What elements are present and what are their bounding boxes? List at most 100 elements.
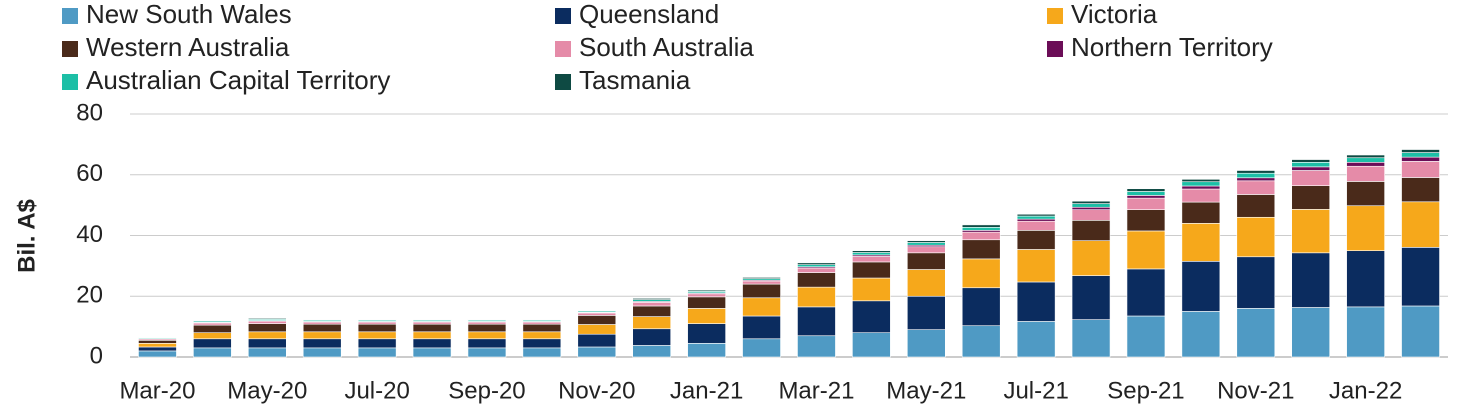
bar-segment	[1236, 170, 1276, 174]
bar-segment	[138, 336, 177, 339]
bar-segment	[138, 346, 177, 352]
bar-segment	[906, 240, 946, 243]
legend-label: Northern Territory	[1071, 32, 1273, 62]
bar-segment	[742, 283, 781, 299]
x-tick-label: May-21	[886, 377, 966, 404]
bar-segment	[632, 316, 672, 330]
bar-segment	[1236, 308, 1276, 358]
bar-segment	[1236, 180, 1276, 195]
x-tick-label: Jul-20	[344, 377, 409, 404]
x-tick-label: Sep-20	[448, 377, 525, 404]
x-tick-label: May-20	[227, 377, 307, 404]
bar-segment	[577, 312, 617, 316]
bar-segment	[247, 318, 287, 320]
bar-segment	[1291, 159, 1331, 163]
bar-segment	[193, 347, 232, 358]
bar-segment	[357, 323, 397, 333]
bar-segment	[1181, 311, 1221, 358]
bar-segment	[1401, 149, 1440, 153]
bar-segment	[961, 325, 1001, 358]
bar-segment	[247, 320, 287, 324]
legend-swatch	[62, 41, 78, 57]
bar-segment	[632, 305, 672, 317]
bar-segment	[193, 338, 232, 349]
legend-label: Queensland	[579, 0, 719, 29]
legend-label: Australian Capital Territory	[86, 65, 390, 95]
bar-segment	[906, 252, 946, 270]
bar-segment	[797, 306, 836, 337]
bar-segment	[1126, 191, 1166, 196]
bar-segment	[1346, 181, 1385, 207]
bar-segment	[1291, 185, 1331, 210]
bar-segment	[852, 252, 891, 256]
bar-segment	[1071, 240, 1111, 276]
bar-segment	[467, 321, 507, 325]
bar-segment	[1401, 247, 1440, 307]
bar-segment	[357, 319, 397, 321]
bar-segment	[1291, 170, 1331, 186]
bar-segment	[1346, 250, 1385, 308]
bar-segment	[357, 347, 397, 358]
x-tick-label: Sep-21	[1107, 377, 1184, 404]
bar-segment	[1291, 307, 1331, 358]
bar-segment	[357, 321, 397, 325]
bar-segment	[522, 347, 562, 358]
legend-swatch	[555, 41, 571, 57]
bar-segment	[1291, 209, 1331, 254]
bar-segment	[1071, 209, 1111, 221]
legend-swatch	[555, 74, 571, 90]
bar-segment	[412, 331, 452, 340]
bar-segment	[1071, 275, 1111, 320]
bar-segment	[247, 338, 287, 349]
bar-segment	[687, 296, 726, 309]
bar-segment	[1236, 194, 1276, 218]
bar-segment	[357, 331, 397, 340]
bar-segment	[1071, 206, 1111, 210]
bar-segment	[852, 256, 891, 263]
bar-segment	[467, 338, 507, 349]
bar-segment	[1126, 209, 1166, 232]
bar-segment	[1016, 230, 1056, 250]
bar-segment	[1016, 220, 1056, 231]
bar-segment	[742, 277, 781, 279]
bar-segment	[302, 347, 342, 358]
bar-segment	[1346, 157, 1385, 163]
bar-segment	[632, 302, 672, 307]
bar-segment	[797, 286, 836, 308]
bar-segment	[742, 315, 781, 340]
bar-segment	[961, 231, 1001, 241]
bar-segment	[467, 319, 507, 321]
bar-segment	[302, 321, 342, 325]
bar-segment	[742, 338, 781, 358]
bar-segment	[577, 333, 617, 348]
bar-segment	[1181, 223, 1221, 262]
x-tick-label: Mar-20	[119, 377, 195, 404]
bar-segment	[467, 323, 507, 333]
bar-segment	[138, 343, 177, 348]
bar-segment	[1126, 195, 1166, 199]
bar-segment	[1401, 177, 1440, 203]
bar-segment	[1016, 213, 1056, 217]
bar-segment	[797, 264, 836, 268]
bar-segment	[138, 350, 177, 358]
bar-segment	[412, 323, 452, 333]
bar-segment	[1016, 215, 1056, 220]
bar-segment	[1291, 252, 1331, 308]
bar-segment	[1346, 154, 1385, 159]
bar-segment	[577, 310, 617, 312]
legend-swatch	[1047, 8, 1063, 24]
legend-swatch	[555, 8, 571, 24]
bar-segment	[1181, 181, 1221, 187]
bar-segment	[138, 339, 177, 344]
bar-segment	[412, 338, 452, 349]
bar-segment	[1236, 172, 1276, 179]
bar-segment	[1181, 201, 1221, 224]
bar-segment	[1236, 256, 1276, 309]
bar-segment	[852, 277, 891, 302]
bar-segment	[1126, 197, 1166, 210]
legend-swatch	[62, 74, 78, 90]
bar-segment	[302, 338, 342, 349]
bar-segment	[906, 295, 946, 330]
bar-segment	[906, 242, 946, 246]
